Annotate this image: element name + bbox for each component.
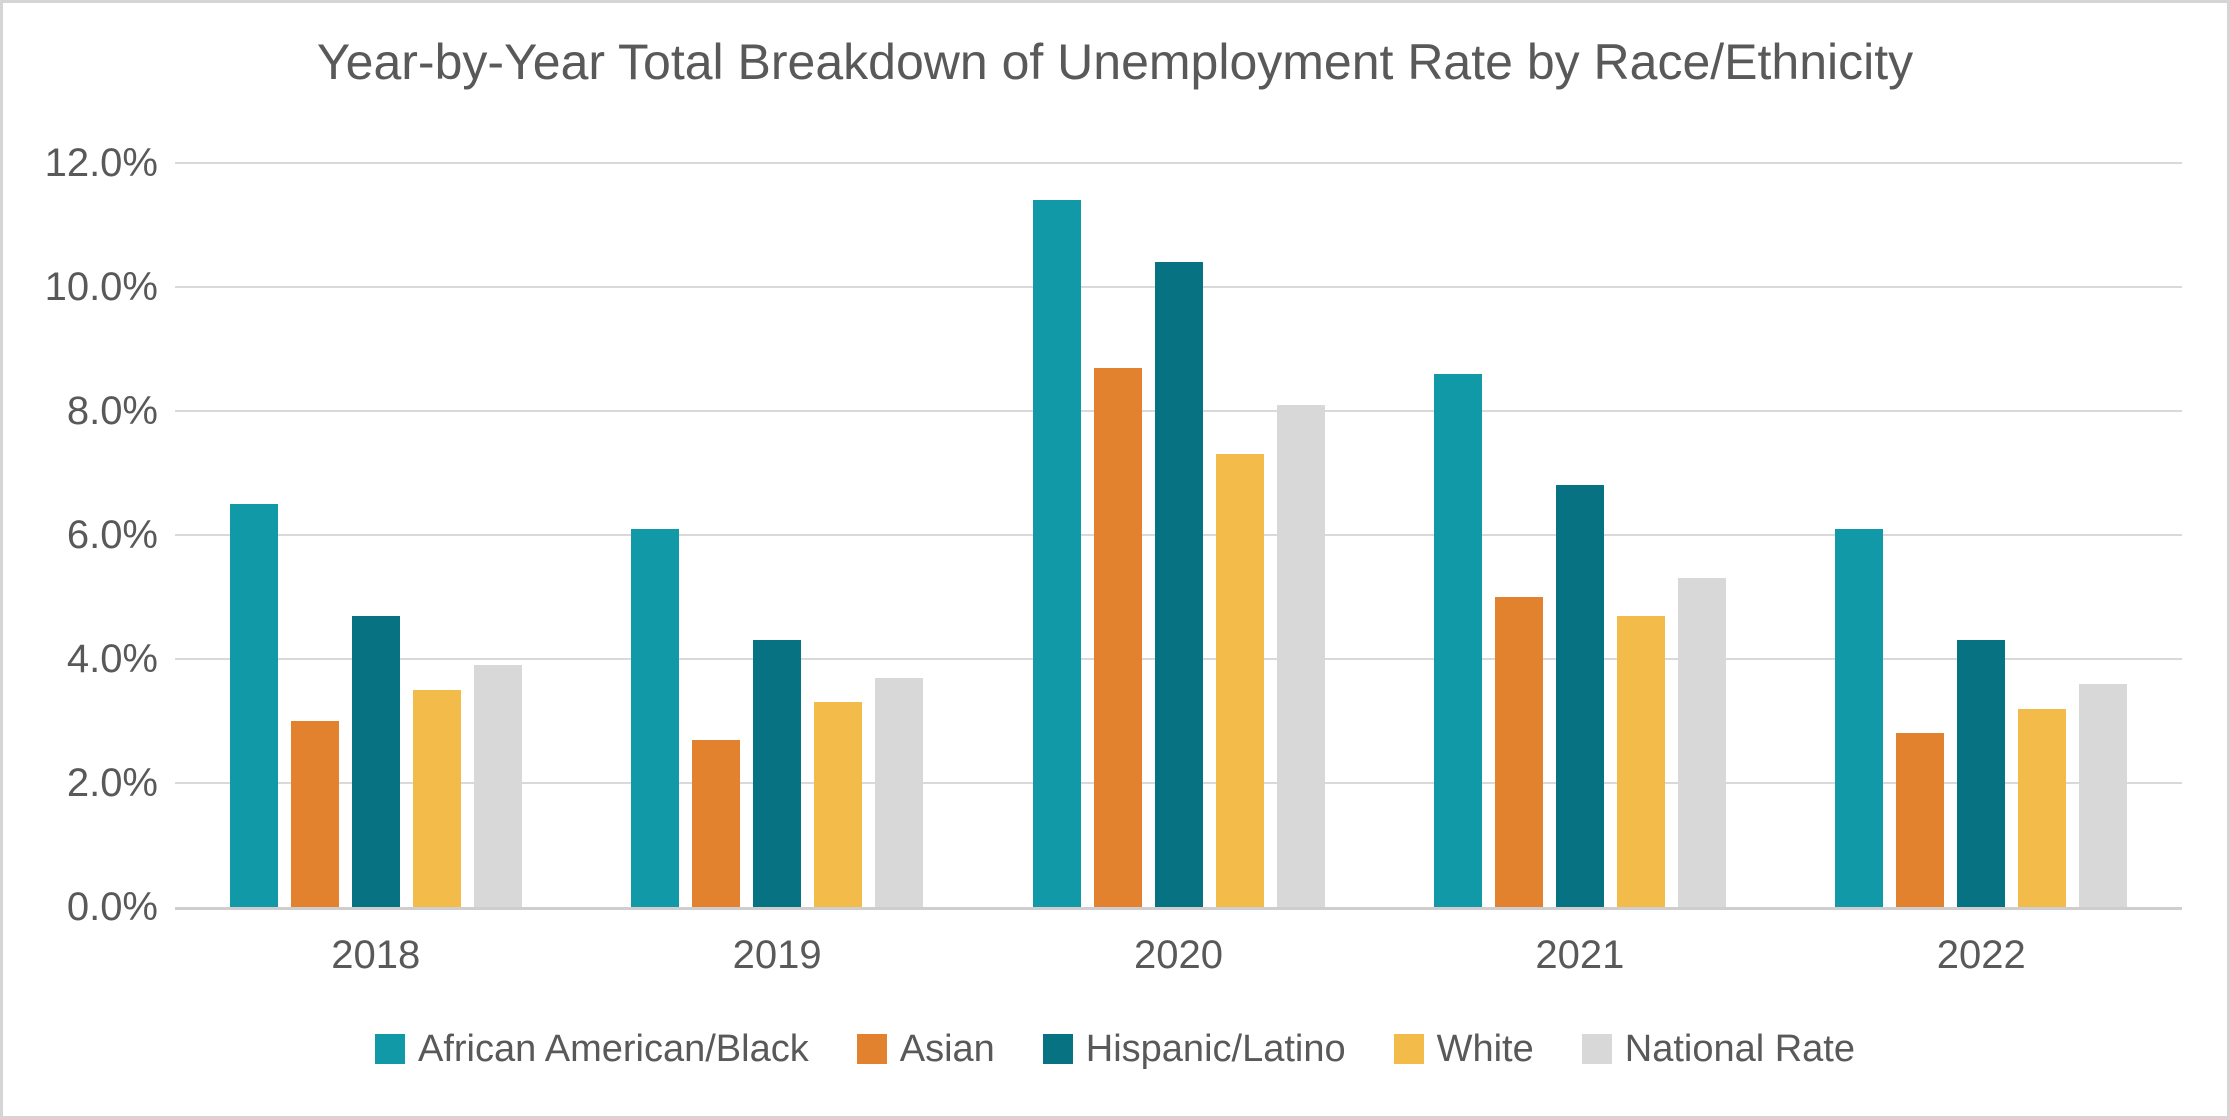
- legend: African American/Black Asian Hispanic/Lati…: [3, 1023, 2227, 1075]
- legend-item-african-american-black: African American/Black: [375, 1028, 809, 1071]
- y-tick-label-10.0%: 10.0%: [44, 265, 158, 309]
- y-tick-label-2.0%: 2.0%: [66, 761, 158, 805]
- bar-african-american-black-2021: [1433, 373, 1482, 907]
- bar-national-rate-2021: [1677, 578, 1726, 907]
- x-tick-label-2018: 2018: [331, 933, 421, 977]
- bar-african-american-black-2018: [229, 504, 278, 907]
- legend-item-white: White: [1393, 1027, 1534, 1071]
- bar-white-2018: [412, 690, 461, 907]
- legend-label-white: White: [1436, 1027, 1534, 1070]
- legend-label-asian: Asian: [899, 1027, 995, 1070]
- bar-hispanic-latino-2020: [1154, 262, 1203, 907]
- legend-swatch-national-rate: [1581, 1034, 1612, 1064]
- bar-white-2019: [814, 702, 863, 907]
- bar-white-2020: [1215, 454, 1264, 907]
- bar-national-rate-2019: [875, 677, 924, 907]
- y-tick-label-12.0%: 12.0%: [44, 141, 158, 185]
- y-tick-label-8.0%: 8.0%: [66, 389, 158, 433]
- bar-asian-2020: [1093, 367, 1142, 907]
- x-axis-line: [175, 907, 2182, 910]
- gridline-12.0%: [175, 162, 2182, 164]
- y-tick-label-4.0%: 4.0%: [66, 637, 158, 681]
- y-tick-label-6.0%: 6.0%: [66, 513, 158, 557]
- bar-african-american-black-2022: [1835, 528, 1884, 907]
- x-tick-label-2022: 2022: [1936, 933, 2026, 977]
- legend-label-african-american-black: African American/Black: [418, 1027, 809, 1070]
- bar-national-rate-2018: [473, 665, 522, 907]
- y-tick-label-0.0%: 0.0%: [66, 885, 158, 929]
- legend-item-asian: Asian: [856, 1027, 995, 1071]
- bar-african-american-black-2019: [631, 528, 680, 907]
- bar-national-rate-2022: [2079, 683, 2128, 907]
- legend-item-hispanic-latino: Hispanic/Latino: [1042, 1027, 1346, 1071]
- chart-title: Year-by-Year Total Breakdown of Unemploy…: [316, 34, 1914, 90]
- bar-white-2021: [1616, 615, 1665, 907]
- bar-asian-2021: [1494, 597, 1543, 907]
- x-tick-label-2021: 2021: [1535, 933, 1625, 977]
- legend-swatch-asian: [856, 1034, 887, 1064]
- legend-swatch-african-american-black: [375, 1034, 405, 1064]
- legend-item-national-rate: National Rate: [1581, 1027, 1855, 1071]
- bar-asian-2019: [692, 739, 741, 907]
- bar-african-american-black-2020: [1032, 200, 1081, 907]
- bar-hispanic-latino-2022: [1957, 640, 2006, 907]
- legend-swatch-white: [1393, 1034, 1424, 1064]
- legend-label-national-rate: National Rate: [1624, 1027, 1855, 1070]
- bar-national-rate-2020: [1276, 404, 1325, 907]
- bar-hispanic-latino-2021: [1555, 485, 1604, 907]
- bar-white-2022: [2018, 708, 2067, 907]
- bar-hispanic-latino-2019: [753, 640, 802, 907]
- x-tick-label-2019: 2019: [732, 933, 822, 977]
- bar-asian-2022: [1896, 733, 1945, 907]
- bar-asian-2018: [290, 721, 339, 907]
- legend-swatch-hispanic-latino: [1042, 1034, 1073, 1064]
- legend-label-hispanic-latino: Hispanic/Latino: [1085, 1027, 1346, 1070]
- x-tick-label-2020: 2020: [1134, 933, 1223, 977]
- bar-hispanic-latino-2018: [351, 615, 400, 907]
